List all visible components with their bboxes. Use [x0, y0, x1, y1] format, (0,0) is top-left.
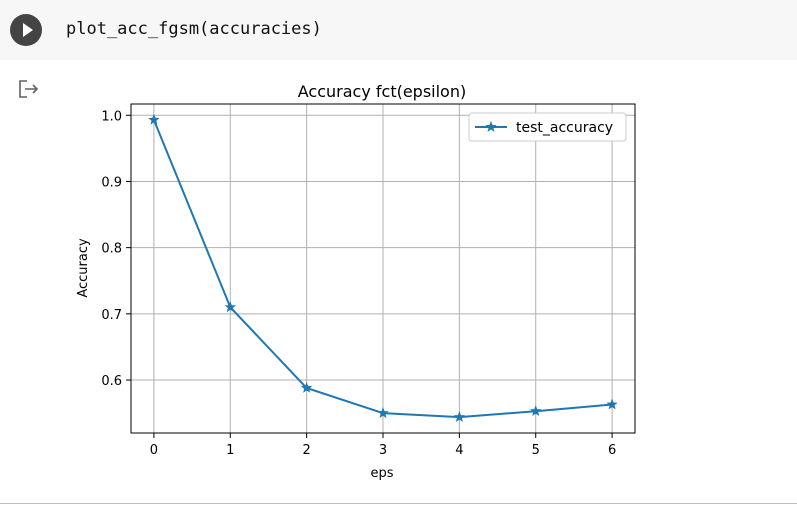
chart-title: Accuracy fct(epsilon) [298, 82, 466, 101]
legend: test_accuracy [468, 112, 627, 142]
y-tick-label: 1.0 [101, 109, 122, 124]
play-icon [23, 23, 33, 37]
accuracy-chart: 0 1 2 3 4 5 6 0.6 0.7 0.8 0.9 1.0 Accuracy fct(epsi… [76, 82, 636, 481]
y-tick-label: 0.8 [101, 242, 122, 257]
y-tick-label: 0.6 [101, 374, 122, 389]
data-point [224, 301, 236, 313]
y-axis-label: Accuracy [76, 238, 91, 298]
data-point [453, 411, 466, 422]
x-axis-label: eps [370, 466, 393, 481]
bottom-divider [0, 503, 797, 504]
legend-label: test_accuracy [516, 120, 613, 136]
data-point [606, 398, 618, 410]
axis-ticks: 0 1 2 3 4 5 6 0.6 0.7 0.8 0.9 1.0 [101, 109, 616, 458]
output-redirect-icon [19, 80, 39, 98]
code-cell[interactable]: plot_acc_fgsm(accuracies) [0, 0, 797, 60]
legend-box [468, 112, 627, 142]
x-tick-label: 6 [608, 443, 616, 458]
data-point [377, 407, 389, 418]
y-tick-label: 0.7 [101, 308, 122, 323]
run-cell-button[interactable] [10, 14, 42, 46]
x-tick-label: 5 [532, 443, 540, 458]
data-point [530, 405, 542, 416]
grid-lines [131, 104, 635, 433]
x-tick-label: 0 [150, 443, 158, 458]
legend-star-marker [485, 121, 497, 132]
y-tick-label: 0.9 [101, 175, 122, 190]
x-tick-label: 2 [302, 443, 310, 458]
data-point [148, 113, 160, 125]
data-point [300, 382, 313, 393]
series-markers [148, 113, 618, 422]
x-tick-label: 3 [379, 443, 387, 458]
x-tick-label: 4 [455, 443, 463, 458]
x-tick-label: 1 [226, 443, 234, 458]
code-text[interactable]: plot_acc_fgsm(accuracies) [66, 19, 322, 39]
